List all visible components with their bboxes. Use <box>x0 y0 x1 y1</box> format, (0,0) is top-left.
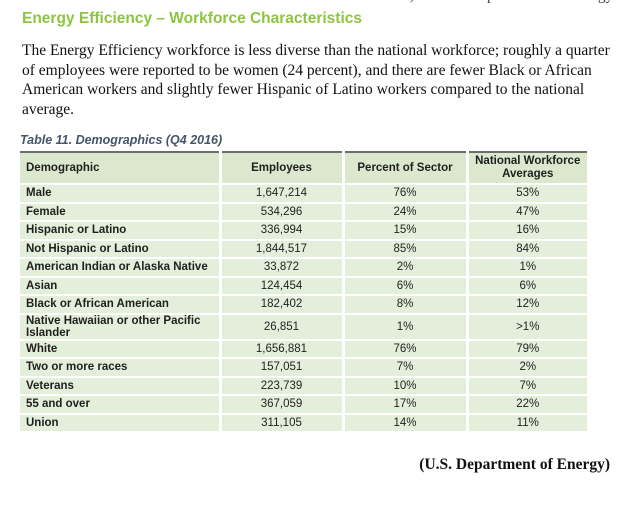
body-paragraph: The Energy Efficiency workforce is less … <box>22 41 612 119</box>
cell-percent: 85% <box>343 239 469 259</box>
cell-percent: 76% <box>343 184 469 204</box>
table-caption: Table 11. Demographics (Q4 2016) <box>20 133 223 147</box>
paragraph-line: American workers and slightly fewer Hisp… <box>22 81 585 98</box>
cell-national: 22% <box>467 395 587 415</box>
column-header-percent-of-sector: Percent of Sector <box>343 152 469 185</box>
table-header-row: Demographic Employees Percent of Sector … <box>20 152 587 185</box>
cell-demographic: Hispanic or Latino <box>20 221 222 241</box>
cell-employees: 1,844,517 <box>220 239 345 259</box>
cell-national: 16% <box>467 221 587 241</box>
table-row: Black or African American 182,402 8% 12% <box>20 295 587 315</box>
cell-employees: 182,402 <box>220 295 345 315</box>
table-row: American Indian or Alaska Native 33,872 … <box>20 258 587 278</box>
cell-percent: 6% <box>343 276 469 296</box>
cell-percent: 17% <box>343 395 469 415</box>
cell-national: 11% <box>467 413 587 433</box>
table-row: Veterans 223,739 10% 7% <box>20 376 587 396</box>
table-row: Two or more races 157,051 7% 2% <box>20 358 587 378</box>
cell-demographic: Veterans <box>20 376 222 396</box>
table-row: Not Hispanic or Latino 1,844,517 85% 84% <box>20 239 587 259</box>
cell-demographic: Asian <box>20 276 222 296</box>
cell-national: 53% <box>467 184 587 204</box>
cell-percent: 15% <box>343 221 469 241</box>
cell-percent: 10% <box>343 376 469 396</box>
cell-national: 2% <box>467 358 587 378</box>
cell-employees: 223,739 <box>220 376 345 396</box>
table-row: Male 1,647,214 76% 53% <box>20 184 587 204</box>
cell-percent: 1% <box>343 313 469 341</box>
source-attribution: (U.S. Department of Energy) <box>419 456 610 473</box>
table-row: 55 and over 367,059 17% 22% <box>20 395 587 415</box>
table-row: Asian 124,454 6% 6% <box>20 276 587 296</box>
cell-percent: 7% <box>343 358 469 378</box>
cell-employees: 33,872 <box>220 258 345 278</box>
column-header-employees: Employees <box>220 152 345 185</box>
paragraph-line: The Energy Efficiency workforce is less … <box>22 42 610 59</box>
cell-percent: 2% <box>343 258 469 278</box>
cell-demographic: Union <box>20 413 222 433</box>
cut-off-header-line: , p gy <box>0 0 635 5</box>
table-row: Hispanic or Latino 336,994 15% 16% <box>20 221 587 241</box>
cell-demographic: Male <box>20 184 222 204</box>
cell-demographic: Female <box>20 202 222 222</box>
cell-national: >1% <box>467 313 587 341</box>
table-row: Native Hawaiian or other Pacific Islande… <box>20 313 587 341</box>
cell-national: 7% <box>467 376 587 396</box>
demographics-table: Demographic Employees Percent of Sector … <box>20 151 587 433</box>
cell-national: 47% <box>467 202 587 222</box>
cell-demographic: Not Hispanic or Latino <box>20 239 222 259</box>
cell-percent: 24% <box>343 202 469 222</box>
cell-employees: 336,994 <box>220 221 345 241</box>
cell-employees: 157,051 <box>220 358 345 378</box>
cell-demographic: Two or more races <box>20 358 222 378</box>
cell-employees: 124,454 <box>220 276 345 296</box>
table-row: White 1,656,881 76% 79% <box>20 339 587 359</box>
header-fragment: , <box>410 0 414 5</box>
cell-national: 12% <box>467 295 587 315</box>
cell-national: 6% <box>467 276 587 296</box>
header-fragment: p <box>487 0 495 5</box>
column-header-demographic: Demographic <box>20 152 222 185</box>
page-title: Energy Efficiency – Workforce Characteri… <box>22 10 362 27</box>
cell-demographic: Black or African American <box>20 295 222 315</box>
cell-employees: 534,296 <box>220 202 345 222</box>
cell-demographic: American Indian or Alaska Native <box>20 258 222 278</box>
cell-employees: 1,656,881 <box>220 339 345 359</box>
cell-percent: 14% <box>343 413 469 433</box>
cell-national: 1% <box>467 258 587 278</box>
cell-employees: 367,059 <box>220 395 345 415</box>
cell-employees: 1,647,214 <box>220 184 345 204</box>
header-fragment: gy <box>598 0 613 5</box>
table-row: Female 534,296 24% 47% <box>20 202 587 222</box>
cell-demographic: White <box>20 339 222 359</box>
cell-percent: 8% <box>343 295 469 315</box>
cell-national: 79% <box>467 339 587 359</box>
cell-employees: 26,851 <box>220 313 345 341</box>
cell-percent: 76% <box>343 339 469 359</box>
cell-demographic: Native Hawaiian or other Pacific Islande… <box>20 313 222 341</box>
cell-demographic: 55 and over <box>20 395 222 415</box>
cell-employees: 311,105 <box>220 413 345 433</box>
column-header-national-workforce-averages: National Workforce Averages <box>467 152 587 185</box>
cell-national: 84% <box>467 239 587 259</box>
table-row: Union 311,105 14% 11% <box>20 413 587 433</box>
paragraph-line: of employees were reported to be women (… <box>22 61 592 79</box>
paragraph-line: average. <box>22 100 75 118</box>
